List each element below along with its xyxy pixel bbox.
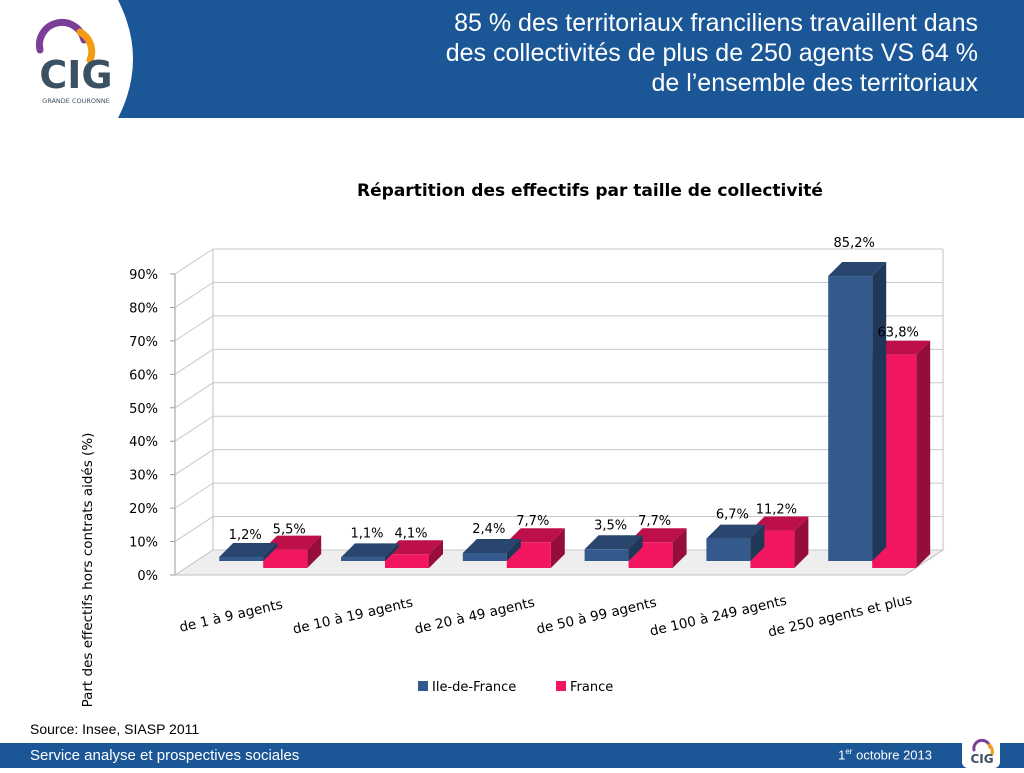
- gridline: [174, 315, 943, 342]
- bar-france: [385, 540, 443, 568]
- footer-service: Service analyse et prospectives sociales: [30, 747, 300, 764]
- gridline: [174, 549, 943, 576]
- cig-logo-mark: CIG GRANDE COURONNE: [0, 0, 133, 118]
- category-label: de 20 à 49 agents: [413, 595, 536, 638]
- data-label: 63,8%: [878, 326, 919, 341]
- footer-date-rest: octobre 2013: [852, 747, 932, 763]
- page-title: 85 % des territoriaux franciliens travai…: [218, 8, 978, 98]
- legend: Ile-de-France France: [418, 680, 613, 695]
- y-tick-label: 30%: [129, 469, 158, 484]
- bar-ile-de-france: [706, 524, 765, 561]
- bar-ile-de-france: [462, 538, 521, 561]
- bar-ile-de-france: [828, 262, 887, 561]
- data-label: 3,5%: [594, 518, 627, 533]
- footer-date-day: 1: [838, 747, 846, 763]
- y-tick-label: 90%: [129, 268, 158, 283]
- chart-title: Répartition des effectifs par taille de …: [357, 181, 823, 201]
- data-label: 5,5%: [273, 523, 306, 538]
- legend-swatch-ile-de-france: [418, 681, 428, 691]
- y-tick-label: 50%: [129, 402, 158, 417]
- y-tick-label: 20%: [129, 502, 158, 517]
- data-label: 85,2%: [834, 236, 875, 251]
- y-tick-label: 10%: [129, 536, 158, 551]
- tick-layer: 0% 10% 20% 30% 40% 50% 60% 70% 80% 90%: [129, 268, 175, 584]
- legend-label-ile-de-france: Ile-de-France: [432, 680, 516, 695]
- cig-logo: CIG GRANDE COURONNE: [0, 0, 150, 118]
- bar-ile-de-france: [584, 535, 643, 561]
- data-label: 11,2%: [756, 503, 797, 518]
- y-tick-label: 60%: [129, 368, 158, 383]
- footer-logo: CIG: [962, 737, 1000, 768]
- logo-text: CIG: [39, 53, 112, 97]
- gridline: [174, 248, 943, 275]
- bar-france: [506, 528, 565, 568]
- gridline: [174, 382, 943, 409]
- gridline: [174, 516, 943, 542]
- data-label: 7,7%: [516, 514, 549, 529]
- logo-subtext: GRANDE COURONNE: [42, 97, 110, 105]
- category-label: de 250 agents et plus: [767, 592, 914, 641]
- footer-bar: Service analyse et prospectives sociales…: [0, 743, 1024, 768]
- footer-logo-text: CIG: [970, 752, 993, 766]
- gridline: [174, 348, 943, 375]
- data-label: 7,7%: [638, 514, 671, 529]
- category-label: de 10 à 19 agents: [291, 595, 414, 638]
- y-tick-label: 80%: [129, 301, 158, 316]
- header-banner: CIG GRANDE COURONNE 85 % des territoriau…: [0, 0, 1024, 118]
- gridline: [174, 415, 943, 442]
- bar-layer: [219, 262, 931, 568]
- title-line-3: de l’ensemble des territoriaux: [651, 69, 978, 97]
- footer-date: 1er octobre 2013: [838, 747, 932, 762]
- footer-logo-mark: CIG: [970, 738, 994, 766]
- label-layer: 5,5% 1,2% 4,1% 1,1% 7,7% 2,4% 7,7% 3,5% 11,2% 6,7…: [229, 236, 919, 543]
- legend-label-france: France: [570, 680, 613, 695]
- bar-france: [263, 535, 322, 568]
- category-label: de 1 à 9 agents: [178, 596, 284, 635]
- data-label: 6,7%: [716, 508, 749, 523]
- footer-date-sup: er: [845, 747, 853, 756]
- y-axis-label: Part des effectifs hors contrats aidés (…: [80, 433, 96, 708]
- y-tick-label: 0%: [137, 569, 158, 584]
- gridline: [174, 482, 943, 509]
- bar-ile-de-france: [219, 542, 278, 561]
- source-note: Source: Insee, SIASP 2011: [30, 721, 200, 737]
- gridline: [174, 281, 943, 308]
- title-line-1: 85 % des territoriaux franciliens travai…: [454, 9, 978, 37]
- data-label: 1,1%: [350, 526, 383, 541]
- y-tick-label: 70%: [129, 335, 158, 350]
- legend-swatch-france: [556, 681, 566, 691]
- y-tick-label: 40%: [129, 435, 158, 450]
- bar-chart: Répartition des effectifs par taille de …: [80, 181, 945, 708]
- title-line-2: des collectivités de plus de 250 agents …: [445, 39, 978, 67]
- gridline: [174, 449, 943, 476]
- bar-ile-de-france: [341, 543, 399, 561]
- data-label: 4,1%: [394, 526, 427, 541]
- data-label: 2,4%: [472, 522, 505, 537]
- data-label: 1,2%: [229, 528, 262, 543]
- category-label: de 50 à 99 agents: [535, 595, 658, 638]
